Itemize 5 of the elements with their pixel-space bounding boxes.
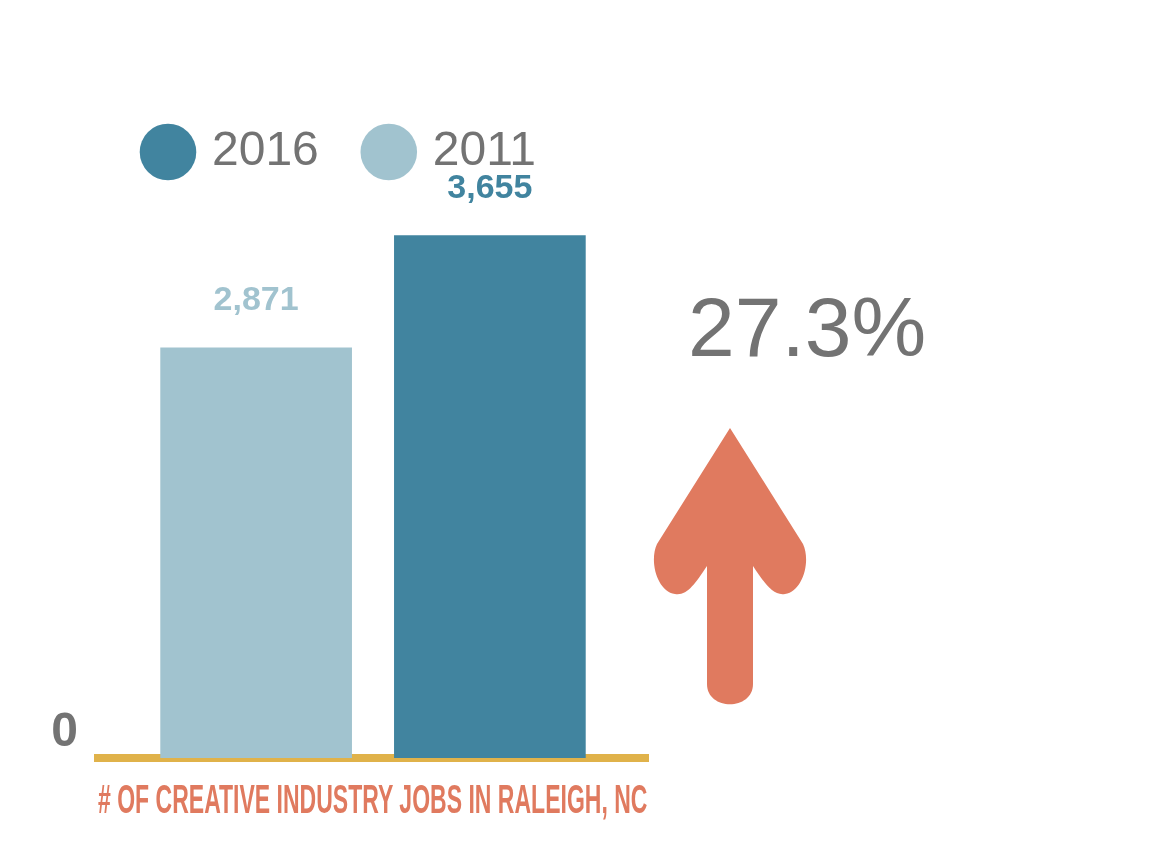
text: 0	[51, 703, 78, 757]
legend-label: 2016	[212, 122, 319, 176]
data-label: 2,871	[213, 278, 299, 317]
text: # OF CREATIVE INDUSTRY JOBS IN RALEIGH, NC	[98, 776, 648, 822]
text: 27.3%	[688, 280, 927, 374]
